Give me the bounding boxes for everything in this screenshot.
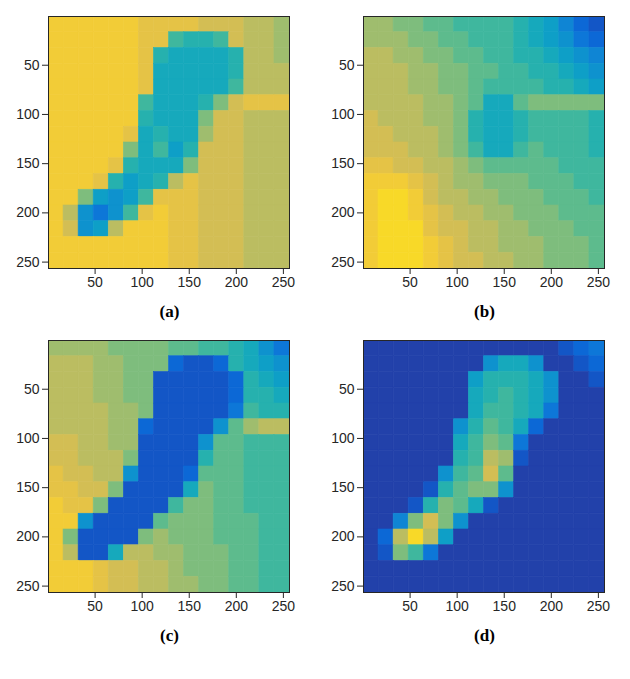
svg-text:100: 100	[16, 430, 40, 446]
svg-text:150: 150	[16, 155, 40, 171]
svg-text:250: 250	[586, 274, 610, 290]
svg-text:250: 250	[586, 598, 610, 614]
svg-text:200: 200	[16, 204, 40, 220]
html-text:(b): (b)	[474, 302, 495, 321]
svg-text:50: 50	[87, 274, 103, 290]
html-text:(c): (c)	[160, 626, 179, 645]
svg-text:50: 50	[402, 274, 418, 290]
svg-text:50: 50	[87, 598, 103, 614]
svg-text:100: 100	[445, 598, 469, 614]
svg-text:100: 100	[16, 106, 40, 122]
svg-text:150: 150	[331, 479, 355, 495]
svg-text:50: 50	[23, 381, 39, 397]
svg-text:250: 250	[16, 254, 40, 270]
svg-text:200: 200	[224, 274, 248, 290]
svg-text:200: 200	[331, 204, 355, 220]
svg-text:100: 100	[445, 274, 469, 290]
svg-text:150: 150	[492, 274, 516, 290]
svg-text:100: 100	[331, 430, 355, 446]
svg-text:200: 200	[539, 598, 563, 614]
svg-text:50: 50	[402, 598, 418, 614]
svg-text:250: 250	[331, 254, 355, 270]
svg-text:150: 150	[177, 598, 201, 614]
svg-text:100: 100	[130, 598, 154, 614]
svg-text:250: 250	[331, 578, 355, 594]
svg-text:100: 100	[130, 274, 154, 290]
svg-text:250: 250	[271, 274, 295, 290]
svg-text:100: 100	[331, 106, 355, 122]
svg-text:50: 50	[338, 381, 354, 397]
svg-text:250: 250	[16, 578, 40, 594]
svg-text:200: 200	[331, 528, 355, 544]
svg-text:250: 250	[271, 598, 295, 614]
svg-text:150: 150	[16, 479, 40, 495]
svg-text:50: 50	[338, 57, 354, 73]
svg-text:150: 150	[331, 155, 355, 171]
html-text:(d): (d)	[474, 626, 495, 645]
svg-text:200: 200	[224, 598, 248, 614]
svg-text:50: 50	[23, 57, 39, 73]
svg-text:150: 150	[492, 598, 516, 614]
svg-text:150: 150	[177, 274, 201, 290]
svg-text:200: 200	[16, 528, 40, 544]
html-text:(a): (a)	[159, 302, 180, 321]
svg-text:200: 200	[539, 274, 563, 290]
